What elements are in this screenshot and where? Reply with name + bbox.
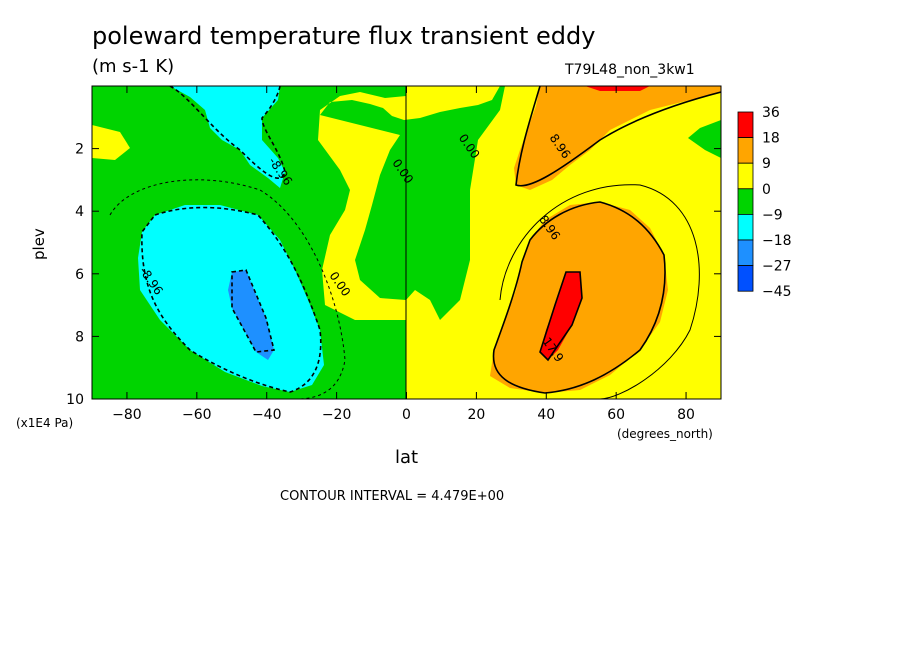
contour-neg-8.96-upper bbox=[169, 86, 286, 179]
fill-red-core bbox=[540, 272, 582, 360]
contour-pos-4.48 bbox=[499, 184, 700, 399]
colorbar-swatch bbox=[737, 111, 754, 139]
y-tick-label: 2 bbox=[75, 142, 84, 158]
contour-interval-text: CONTOUR INTERVAL = 4.479E+00 bbox=[280, 489, 505, 504]
colorbar-swatch bbox=[737, 239, 754, 267]
colorbar-label: 0 bbox=[762, 182, 771, 198]
colorbar-label: −27 bbox=[762, 259, 792, 275]
fill-negative-east-upper bbox=[688, 120, 721, 158]
contour-neg-4.48 bbox=[109, 179, 346, 399]
contour-fill-area bbox=[92, 86, 721, 399]
y-tick-label: 4 bbox=[75, 204, 84, 220]
chart-title: poleward temperature flux transient eddy bbox=[92, 22, 596, 50]
fill-positive-west-small bbox=[92, 125, 130, 160]
colorbar-swatch bbox=[737, 265, 754, 292]
colorbar: 36 18 9 0 −9 −18 −27 −45 bbox=[737, 105, 792, 300]
contour-pos-8.96-upper bbox=[515, 86, 721, 187]
colorbar-swatch bbox=[737, 188, 754, 215]
contour-lines bbox=[109, 86, 721, 399]
x-axis-label: lat bbox=[395, 447, 419, 468]
x-tick-label: 20 bbox=[467, 407, 485, 423]
colorbar-swatch bbox=[737, 162, 754, 190]
x-tick-label: 0 bbox=[402, 407, 411, 423]
x-tick-label: −20 bbox=[322, 407, 352, 423]
x-tick-label: 60 bbox=[607, 407, 625, 423]
x-axis-units: (degrees_north) bbox=[617, 427, 713, 441]
colorbar-label: −9 bbox=[762, 207, 783, 223]
x-tick-label: 40 bbox=[537, 407, 555, 423]
colorbar-swatch bbox=[737, 137, 754, 164]
x-tick-label: −40 bbox=[252, 407, 282, 423]
fill-blue-core bbox=[228, 270, 274, 360]
fill-red-top bbox=[585, 86, 650, 91]
run-label: T79L48_non_3kw1 bbox=[565, 62, 695, 78]
fill-positive-equatorial bbox=[318, 86, 500, 320]
y-tick-label: 8 bbox=[75, 329, 84, 345]
x-tick-label: −60 bbox=[182, 407, 212, 423]
y-axis-units: (x1E4 Pa) bbox=[16, 416, 74, 430]
y-tick-label: 10 bbox=[66, 392, 84, 408]
contour-pos-8.96 bbox=[492, 201, 666, 394]
x-tick-label: −80 bbox=[112, 407, 142, 423]
fill-cyan-upper bbox=[170, 86, 285, 188]
colorbar-label: 36 bbox=[762, 105, 780, 121]
y-ticks: 2 4 6 8 10 bbox=[66, 142, 721, 408]
colorbar-label: 18 bbox=[762, 131, 780, 147]
contour-pos-17.9 bbox=[539, 271, 583, 362]
colorbar-label: 9 bbox=[762, 156, 771, 172]
chart-units: (m s-1 K) bbox=[92, 56, 175, 77]
x-tick-label: 80 bbox=[677, 407, 695, 423]
y-tick-label: 6 bbox=[75, 267, 84, 283]
colorbar-label: −45 bbox=[762, 284, 792, 300]
contour-neg-17.9 bbox=[231, 269, 275, 353]
contour-neg-8.96 bbox=[141, 206, 322, 393]
colorbar-swatch bbox=[737, 213, 754, 241]
x-ticks: −80 −60 −40 −20 0 20 40 60 80 bbox=[112, 86, 695, 423]
colorbar-label: −18 bbox=[762, 233, 792, 249]
